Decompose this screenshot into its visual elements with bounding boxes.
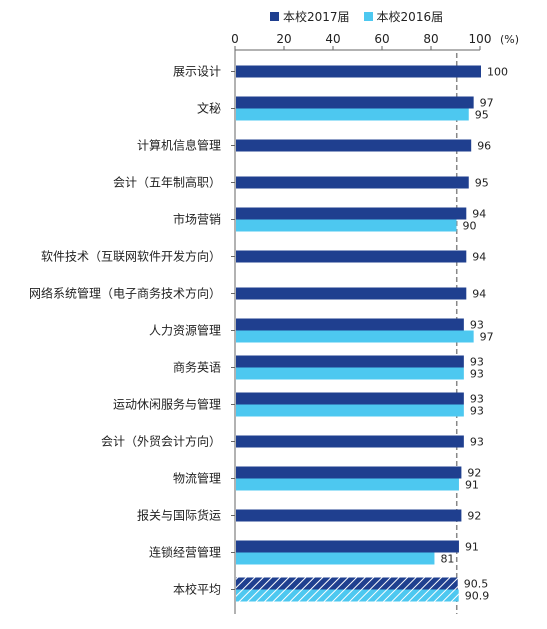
bar-2016 — [236, 108, 469, 121]
category-label: 会计（五年制高职） — [113, 175, 221, 190]
x-axis-unit: (%) — [500, 33, 519, 46]
category-label: 本校平均 — [173, 582, 221, 597]
bar-2017 — [236, 287, 467, 300]
category-label: 人力资源管理 — [149, 323, 221, 338]
legend-label-2016: 本校2016届 — [376, 10, 444, 24]
x-tick-label: 100 — [469, 32, 492, 46]
bar-2017 — [236, 318, 464, 331]
x-tick-label: 60 — [374, 32, 389, 46]
bar-2017-value: 90.5 — [464, 578, 489, 591]
bar-2017 — [236, 139, 472, 152]
bar-2017-value: 96 — [477, 140, 491, 153]
legend-label-2017: 本校2017届 — [283, 10, 350, 24]
bar-2017-value: 93 — [470, 319, 484, 332]
bar-2017-value: 94 — [472, 208, 486, 221]
category-label: 网络系统管理（电子商务技术方向） — [29, 286, 221, 301]
legend-item-2017: 本校2017届 — [270, 8, 350, 25]
bar-2016 — [236, 552, 435, 565]
legend-swatch-2017 — [270, 12, 279, 21]
x-tick-label: 0 — [231, 32, 239, 46]
category-label: 商务英语 — [173, 360, 221, 375]
category-label: 连锁经营管理 — [149, 545, 221, 560]
bar-2017-value: 92 — [467, 467, 481, 480]
category-label: 文秘 — [197, 101, 221, 116]
bar-2017-value: 94 — [472, 251, 486, 264]
bar-2016-value: 93 — [470, 368, 484, 381]
bar-2017-value: 97 — [480, 97, 494, 110]
bar-2016-value: 91 — [465, 479, 479, 492]
legend-item-2016: 本校2016届 — [363, 8, 444, 25]
category-label: 市场营销 — [173, 212, 221, 227]
bar-2016-value: 90.9 — [465, 590, 490, 603]
bar-2017-value: 94 — [472, 288, 486, 301]
bar-2016 — [236, 404, 464, 417]
bar-2016-value: 90 — [463, 220, 477, 233]
category-label: 展示设计 — [173, 65, 221, 79]
bar-2017-value: 93 — [470, 356, 484, 369]
bar-2017 — [236, 176, 469, 189]
bar-2016-value: 97 — [480, 331, 494, 344]
bar-2017-value: 100 — [487, 66, 508, 79]
bar-2016 — [236, 367, 464, 380]
bar-2017 — [236, 355, 464, 368]
bar-2017 — [236, 509, 462, 522]
bar-2016-value: 95 — [475, 109, 489, 122]
x-tick-label: 20 — [276, 32, 291, 46]
bar-2017 — [236, 207, 467, 220]
category-label: 运动休闲服务与管理 — [113, 397, 221, 412]
category-label: 计算机信息管理 — [137, 138, 221, 153]
bar-2017 — [236, 540, 459, 553]
bar-2017-value: 95 — [475, 177, 489, 190]
bar-2017 — [236, 435, 464, 448]
category-label: 报关与国际货运 — [137, 508, 221, 523]
bar-2016 — [236, 478, 459, 491]
bar-2016-value: 93 — [470, 405, 484, 418]
bar-2016 — [236, 589, 459, 602]
bar-2017 — [236, 96, 474, 109]
category-label: 会计（外贸会计方向） — [101, 434, 221, 449]
legend-swatch-2016 — [363, 12, 373, 21]
category-label: 物流管理 — [173, 471, 221, 486]
x-tick-label: 40 — [325, 32, 340, 46]
bar-2016 — [236, 219, 457, 232]
bar-2016-value: 81 — [440, 553, 454, 566]
bar-2017-value: 92 — [467, 510, 481, 523]
category-label: 软件技术（互联网软件开发方向） — [41, 249, 221, 264]
bar-2016 — [236, 330, 474, 343]
bar-2017 — [236, 250, 467, 263]
bar-2017 — [236, 577, 458, 590]
bar-2017-value: 91 — [465, 541, 479, 554]
bar-2017-value: 93 — [470, 436, 484, 449]
x-tick-label: 80 — [423, 32, 438, 46]
bar-2017 — [236, 392, 464, 405]
bar-2017-value: 93 — [470, 393, 484, 406]
chart-legend: 本校2017届 本校2016届 — [270, 8, 443, 25]
bar-2017 — [236, 466, 462, 479]
bar-2017 — [236, 65, 481, 78]
